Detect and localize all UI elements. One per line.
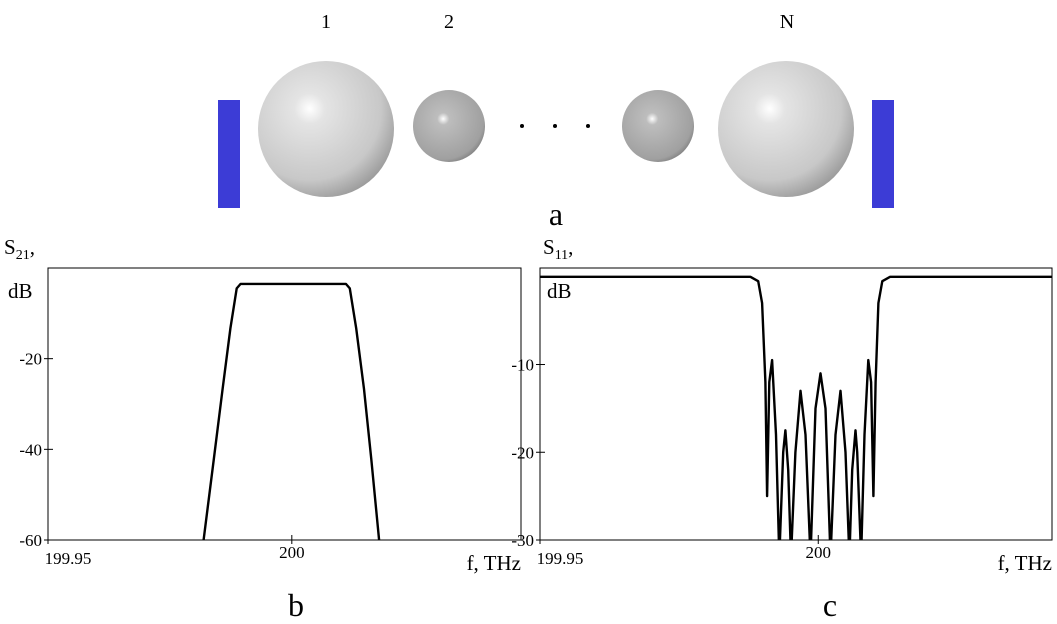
y-axis-unit: dB	[547, 279, 572, 303]
y-tick-label: -20	[511, 443, 534, 462]
y-label-symbol: S	[4, 235, 16, 259]
plot-frame	[539, 267, 1053, 541]
y-label-tail: ,	[568, 235, 573, 259]
y-label-subscript: 21	[16, 248, 30, 263]
y-tick-label: -20	[19, 350, 42, 369]
plot-frame	[47, 267, 522, 541]
sphere	[258, 61, 394, 197]
ellipsis-dot	[520, 124, 524, 128]
ellipsis-dot	[586, 124, 590, 128]
caption: c	[823, 587, 837, 623]
y-label-subscript: 11	[555, 248, 568, 263]
y-tick-label: -10	[511, 356, 534, 375]
sphere	[718, 61, 854, 197]
y-tick-label: -40	[19, 440, 42, 459]
x-axis-label: f, THz	[467, 551, 521, 575]
y-tick-label: -30	[511, 531, 534, 550]
x-tick-label: 200	[806, 543, 832, 562]
x-tick-label: 200	[279, 543, 305, 562]
sphere-label: 1	[321, 11, 331, 33]
x-tick-label: 199.95	[45, 549, 92, 568]
x-axis-label: f, THz	[998, 551, 1052, 575]
sphere	[413, 90, 485, 162]
y-axis-unit: dB	[8, 279, 33, 303]
y-label-symbol: S	[543, 235, 555, 259]
data-line	[540, 275, 1052, 540]
y-axis-label: S11,	[543, 235, 573, 263]
sphere	[622, 90, 694, 162]
y-axis-label: S21,	[4, 235, 35, 263]
x-tick-label: 199.95	[537, 549, 584, 568]
resonator-diagram: 1 2 N a	[218, 11, 894, 232]
caption: a	[549, 196, 563, 232]
sphere-label: N	[780, 11, 794, 33]
data-line	[202, 282, 381, 540]
mirror	[218, 100, 240, 208]
mirror	[872, 100, 894, 208]
ellipsis-dot	[553, 124, 557, 128]
y-tick-label: -60	[19, 531, 42, 550]
y-label-tail: ,	[30, 235, 35, 259]
sphere-label: 2	[444, 11, 454, 33]
caption: b	[288, 587, 304, 623]
